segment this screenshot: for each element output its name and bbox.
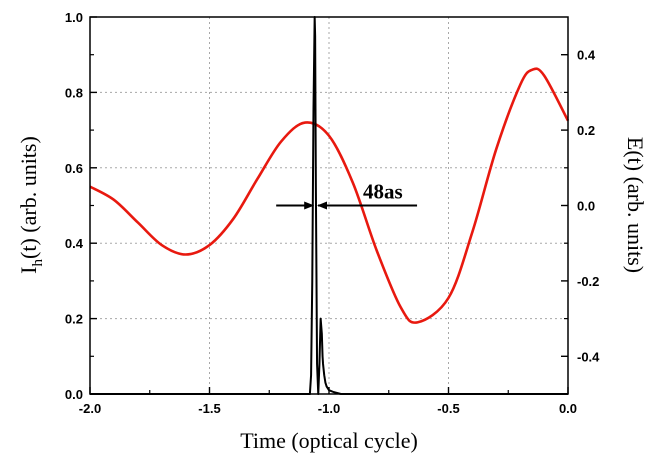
y-left-tick-label: 1.0 [65, 10, 83, 25]
y-left-title-rest: (t) (arb. units) [16, 136, 41, 259]
annotation-48as: 48as [276, 180, 418, 210]
x-tick-label: 0.0 [559, 401, 577, 416]
y-right-tick-label: 0.0 [577, 199, 595, 214]
x-axis-title: Time (optical cycle) [240, 428, 418, 453]
y-right-axis-title: E(t) (arb. units) [623, 137, 648, 273]
y-left-title-subscript: h [30, 258, 46, 266]
y-right-tick-label: 0.4 [577, 48, 596, 63]
y-left-title-main: I [16, 266, 41, 273]
y-right-tick-label: 0.2 [577, 123, 595, 138]
series-line-harmonic-intensity [90, 16, 568, 395]
y-left-axis-title: Ih(t) (arb. units) [16, 136, 46, 274]
y-right-tick-label: -0.2 [577, 274, 599, 289]
x-tick-label: -1.0 [318, 401, 340, 416]
y-right-tick-label: -0.4 [577, 349, 600, 364]
y-left-tick-label: 0.0 [65, 387, 83, 402]
x-tick-label: -1.5 [198, 401, 220, 416]
y-left-tick-label: 0.8 [65, 85, 83, 100]
x-tick-label: -2.0 [79, 401, 101, 416]
y-left-tick-label: 0.4 [65, 236, 84, 251]
x-tick-label: -0.5 [437, 401, 459, 416]
series-line-electric-field [89, 67, 570, 324]
series-layer [89, 16, 570, 395]
y-left-tick-label: 0.6 [65, 161, 83, 176]
annotation-label: 48as [363, 180, 403, 204]
tick-layer: -2.0 -1.5 -1.0 -0.5 0.0 0.0 0.2 0.4 0.6 0.8 1.0 -0.… [65, 10, 600, 416]
y-left-tick-label: 0.2 [65, 312, 83, 327]
